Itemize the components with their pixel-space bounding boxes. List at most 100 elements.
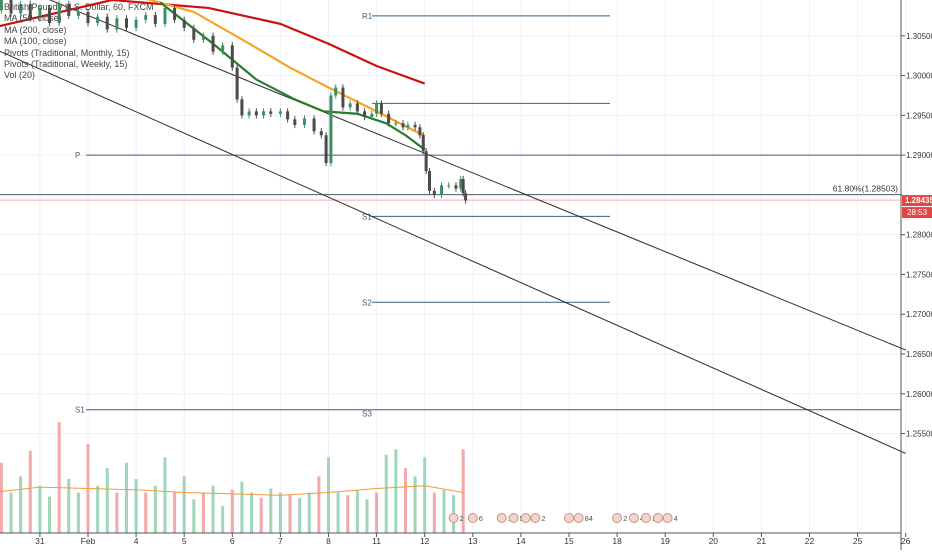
candle-body [144,15,148,20]
ma-line [0,0,426,85]
candle-body [454,185,458,189]
time-tick-label: 12 [420,536,430,546]
time-tick-label: 18 [612,536,622,546]
time-tick-label: 6 [230,536,235,546]
current-price-tag [902,195,932,207]
current-price-label: 1.28435 [905,196,932,205]
volume-bar [375,492,379,533]
event-label: 2 [460,514,464,523]
volume-bar [432,492,436,533]
candlesticks [0,0,468,204]
fib-label: 61.80%(1.28503) [833,184,898,194]
legend-ma200[interactable]: MA (200, close) [4,24,67,35]
volume-bar [0,462,3,533]
event-flag-icon [496,513,507,523]
candle-body [278,111,282,114]
time-tick-label: Feb [81,536,96,546]
candle-body [312,118,316,132]
candle-body [96,16,100,24]
volume-bar [307,492,311,533]
volume-bar [250,492,254,533]
volume-bar [221,506,225,533]
volume-bar [413,476,417,533]
volume-bar [394,449,398,533]
volume-bar [173,492,177,533]
weekly-pivot-label: S1 [362,212,372,221]
monthly-pivot-label: S1 [75,406,85,415]
volume-bar [442,489,446,533]
candle-body [440,185,444,195]
candle-body [235,67,239,100]
legend-volume[interactable]: Vol (20) [4,70,36,81]
event-label: 84 [585,514,593,523]
candle-body [363,111,367,117]
candle-body [319,131,323,136]
legend: British Pound / U.S. Dollar, 60, FXCM MA… [4,2,154,82]
event-label: 4 [674,514,678,523]
channel-line [48,0,906,351]
volume-bar [288,495,292,533]
candle-body [262,111,266,116]
price-tick-label: 1.25500 [906,430,932,439]
candle-body [192,27,196,40]
volume-bar [336,492,340,533]
volume-bar [365,499,369,533]
legend-pivots-monthly[interactable]: Pivots (Traditional, Monthly, 15) [4,47,130,58]
volume-bar [240,481,244,533]
volume-bar [423,457,427,533]
volume-bar [115,492,119,533]
legend-pivots-weekly[interactable]: Pivots (Traditional, Weekly, 15) [4,59,128,70]
time-tick-label: 25 [853,536,863,546]
price-tick-label: 1.29000 [906,151,932,160]
candle-body [269,111,273,114]
time-tick-label: 31 [35,536,45,546]
time-tick-label: 19 [660,536,670,546]
price-tick-label: 1.26000 [906,390,932,399]
candle-body [0,0,3,11]
volume-bar [144,492,148,533]
candle-body [406,124,410,128]
fib-price-tag [902,188,932,200]
volume-bar [346,495,350,533]
candle-body [211,35,215,52]
candle-body [355,103,359,112]
candle-body [201,35,205,40]
candle-body [105,16,109,30]
price-tick-label: 1.27000 [906,310,932,319]
candle-body [413,124,417,128]
candle-body [221,45,225,52]
event-flag-icon [652,513,663,523]
candle-body [302,118,306,125]
volume-bar [201,492,205,533]
candle-body [67,3,71,16]
candle-body [163,7,167,24]
candle-body [240,99,244,116]
candle-body [394,123,398,125]
legend-ma100[interactable]: MA (100, close) [4,36,67,47]
candle-body [447,185,451,187]
candle-body [28,3,32,19]
candle-body [401,123,405,128]
legend-ma50[interactable]: MA (50, close) [4,13,62,24]
candle-body [424,151,428,172]
volume-bar [298,497,302,533]
price-tick-label: 1.30000 [906,72,932,81]
monthly-pivot-label: P [75,151,80,160]
ma-line [159,1,426,151]
candle-body [134,19,138,28]
time-tick-label: 4 [134,536,139,546]
volume-bar [124,462,128,533]
volume-bar [76,492,80,533]
volume-bar [67,479,71,533]
event-flag-icon [640,513,651,523]
candle-body [432,190,436,195]
candle-body [153,15,157,24]
volume-ma-line [0,485,464,496]
volume-bar [153,485,157,533]
candle-body [459,178,463,189]
legend-symbol[interactable]: British Pound / U.S. Dollar, 60, FXCM [4,2,154,12]
volume-bar [57,422,61,533]
